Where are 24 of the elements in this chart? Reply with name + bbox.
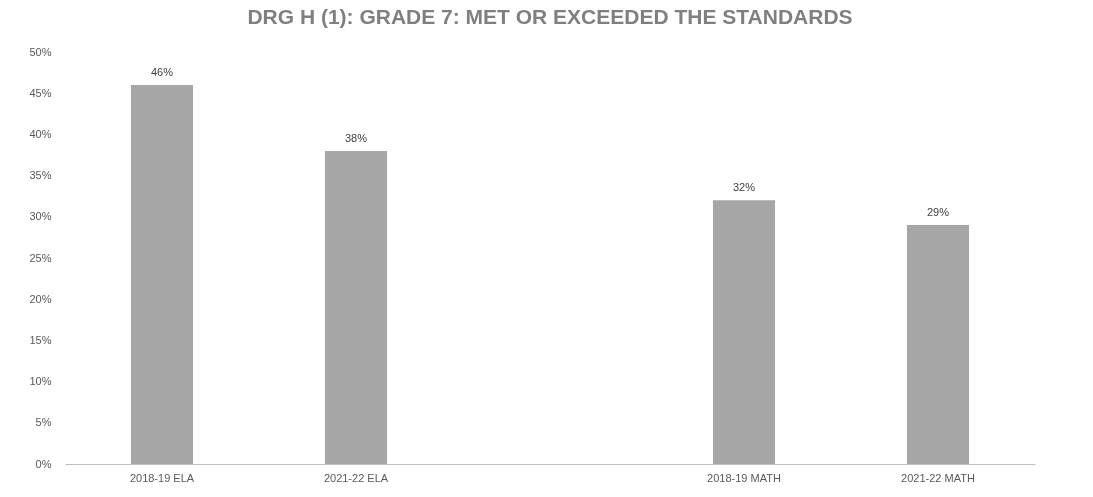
data-label: 46% (150, 65, 174, 78)
y-tick-label: 20% (29, 292, 52, 305)
y-tick-label: 0% (35, 457, 52, 470)
y-tick-label: 15% (29, 333, 52, 346)
y-tick-label: 30% (29, 210, 52, 223)
y-tick-label: 35% (29, 169, 52, 182)
bar (130, 84, 194, 464)
y-tick-label: 25% (29, 251, 52, 264)
bar (906, 225, 970, 464)
data-label: 29% (926, 206, 950, 219)
y-tick-label: 50% (29, 45, 52, 58)
x-tick-label: 2018-19 ELA (129, 471, 195, 484)
x-tick-label: 2021-22 ELA (323, 471, 389, 484)
bar (324, 150, 388, 464)
y-tick-label: 45% (29, 86, 52, 99)
data-label: 38% (344, 131, 368, 144)
y-tick-label: 10% (29, 375, 52, 388)
x-tick-label: 2018-19 MATH (707, 471, 781, 484)
y-tick-label: 40% (29, 127, 52, 140)
bar (712, 200, 776, 464)
data-label: 32% (732, 181, 756, 194)
x-tick-label: 2021-22 MATH (901, 471, 975, 484)
y-tick-label: 5% (35, 416, 52, 429)
chart-title: DRG H (1): GRADE 7: MET OR EXCEEDED THE STANDARDS (247, 5, 853, 28)
